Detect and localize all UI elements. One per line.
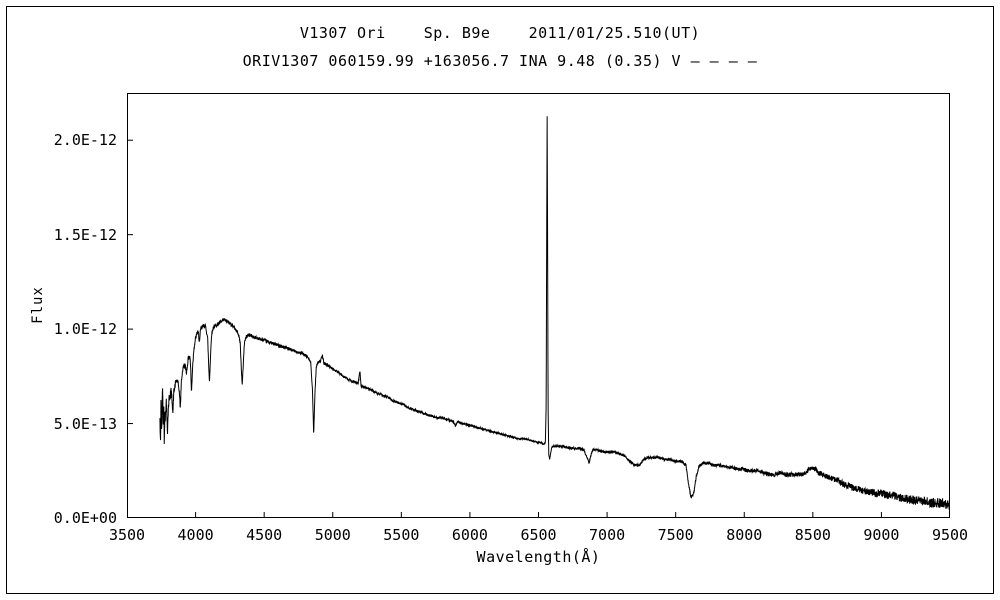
x-tick-label: 5000 <box>314 526 351 544</box>
x-tick-label: 3500 <box>108 526 146 544</box>
x-tick-label: 7000 <box>589 526 626 544</box>
x-tick-label: 5500 <box>383 526 420 544</box>
x-axis-title: Wavelength(Å) <box>476 548 601 566</box>
x-tick-label: 4000 <box>177 526 214 544</box>
plot-area <box>127 93 950 518</box>
y-tick-label: 1.0E-12 <box>53 320 117 339</box>
chart-title-line1: V1307 Ori Sp. B9e 2011/01/25.510(UT) <box>299 24 701 42</box>
x-tick-label: 9000 <box>863 526 900 544</box>
y-tick-label: 0.0E+00 <box>53 509 117 527</box>
x-tick-label: 9500 <box>931 526 969 544</box>
chart-title-line2: ORIV1307 060159.99 +163056.7 INA 9.48 (0… <box>242 52 758 70</box>
x-tick-label: 7500 <box>657 526 694 544</box>
y-axis-title: Flux <box>30 286 46 324</box>
x-tick-label: 4500 <box>246 526 283 544</box>
x-tick-label: 6000 <box>451 526 488 544</box>
plot-border <box>127 93 950 518</box>
x-tick-label: 8500 <box>794 526 831 544</box>
plot-svg <box>127 93 950 518</box>
x-tick-label: 8000 <box>726 526 763 544</box>
spectrum-line <box>159 116 950 512</box>
y-tick-label: 2.0E-12 <box>53 131 117 150</box>
y-tick-label: 1.5E-12 <box>53 225 117 244</box>
x-tick-label: 6500 <box>520 526 557 544</box>
y-tick-label: 5.0E-13 <box>53 414 117 433</box>
